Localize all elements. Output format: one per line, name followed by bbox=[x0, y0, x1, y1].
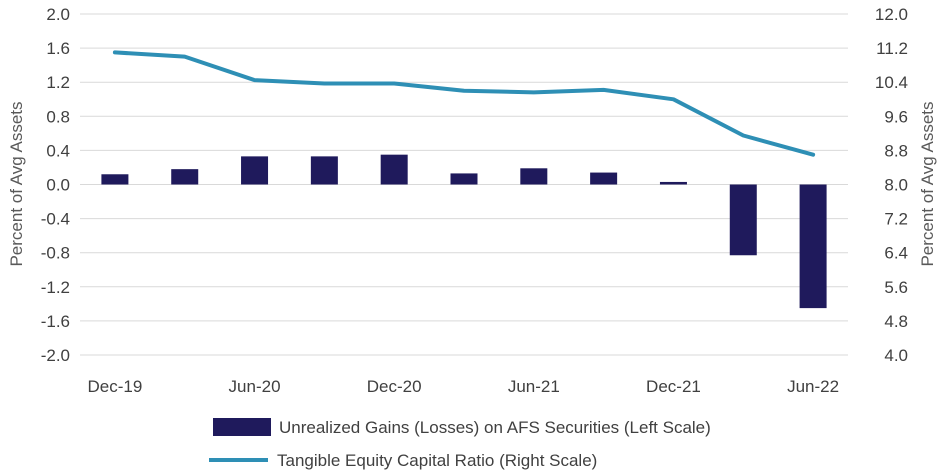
x-tick-label: Dec-21 bbox=[646, 377, 701, 396]
bar bbox=[450, 173, 478, 185]
left-tick-label: -0.8 bbox=[41, 244, 70, 263]
right-tick-label: 11.2 bbox=[876, 39, 908, 58]
bar bbox=[241, 156, 269, 185]
legend-line-label: Tangible Equity Capital Ratio (Right Sca… bbox=[277, 451, 597, 470]
legend: Unrealized Gains (Losses) on AFS Securit… bbox=[209, 418, 711, 470]
x-tick-label: Dec-20 bbox=[367, 377, 422, 396]
left-axis-ticks: 2.0 1.6 1.2 0.8 0.4 0.0 -0.4 -0.8 -1.2 -1.6 -2.0 bbox=[41, 5, 70, 365]
bar bbox=[380, 154, 408, 185]
left-axis-title: Percent of Avg Assets bbox=[7, 101, 26, 266]
x-tick-label: Dec-19 bbox=[88, 377, 143, 396]
left-tick-label: -1.6 bbox=[41, 312, 70, 331]
bar bbox=[520, 168, 548, 185]
left-tick-label: 1.2 bbox=[46, 73, 70, 92]
line-path bbox=[112, 50, 816, 157]
left-tick-label: -1.2 bbox=[41, 278, 70, 297]
right-axis-ticks: 12.0 11.2 10.4 9.6 8.8 8.0 7.2 6.4 5.6 4.8 4.0 bbox=[875, 5, 908, 365]
bar-series bbox=[101, 154, 827, 309]
legend-bar-swatch bbox=[213, 418, 271, 436]
x-axis-ticks: Dec-19 Jun-20 Dec-20 Jun-21 Dec-21 Jun-22 bbox=[88, 377, 840, 396]
x-tick-label: Jun-22 bbox=[787, 377, 839, 396]
bar bbox=[171, 169, 199, 185]
left-tick-label: 1.6 bbox=[46, 39, 70, 58]
bar bbox=[590, 172, 618, 185]
bar bbox=[659, 181, 687, 185]
left-tick-label: 0.8 bbox=[46, 107, 70, 126]
left-tick-label: 0.0 bbox=[46, 176, 70, 195]
right-tick-label: 6.4 bbox=[884, 244, 908, 263]
left-tick-label: 0.4 bbox=[46, 141, 70, 160]
right-tick-label: 4.0 bbox=[884, 346, 908, 365]
right-tick-label: 7.2 bbox=[884, 210, 908, 229]
bar bbox=[310, 156, 338, 185]
right-tick-label: 10.4 bbox=[875, 73, 908, 92]
right-tick-label: 5.6 bbox=[884, 278, 908, 297]
bar bbox=[101, 174, 129, 185]
left-tick-label: -2.0 bbox=[41, 346, 70, 365]
legend-bar-label: Unrealized Gains (Losses) on AFS Securit… bbox=[279, 418, 711, 437]
bar bbox=[799, 184, 827, 309]
x-tick-label: Jun-20 bbox=[229, 377, 281, 396]
bar bbox=[729, 184, 757, 256]
x-tick-label: Jun-21 bbox=[508, 377, 560, 396]
right-tick-label: 8.0 bbox=[884, 176, 908, 195]
left-tick-label: 2.0 bbox=[46, 5, 70, 24]
right-tick-label: 8.8 bbox=[884, 141, 908, 160]
right-tick-label: 4.8 bbox=[884, 312, 908, 331]
right-axis-title: Percent of Avg Assets bbox=[918, 101, 937, 266]
right-tick-label: 12.0 bbox=[875, 5, 908, 24]
left-tick-label: -0.4 bbox=[41, 210, 70, 229]
line-series bbox=[112, 50, 816, 157]
right-tick-label: 9.6 bbox=[884, 107, 908, 126]
